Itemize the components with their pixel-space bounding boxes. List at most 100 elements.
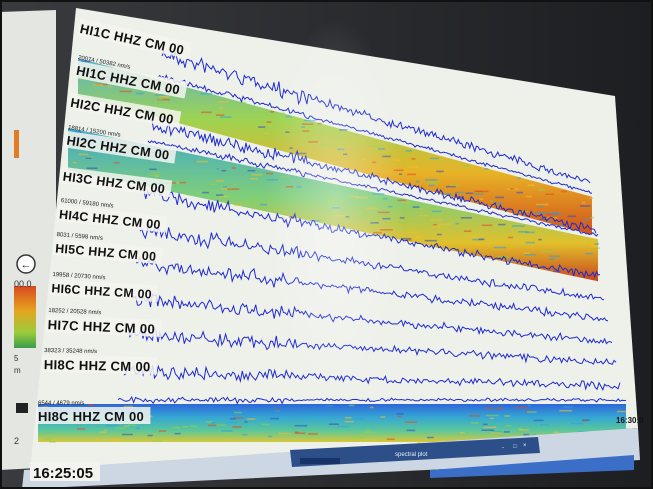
- spectrogram-speck: [405, 150, 412, 152]
- spectrogram-speck: [119, 90, 132, 93]
- spectrogram-speck: [499, 208, 512, 210]
- spectrogram-speck: [189, 425, 199, 428]
- spectrogram-speck: [155, 175, 160, 177]
- spectrogram-speck: [474, 193, 484, 195]
- side-color-scale: [14, 286, 36, 348]
- spectrogram-speck: [498, 223, 506, 226]
- spectrogram-speck: [429, 157, 439, 160]
- spectrogram-speck: [527, 411, 537, 413]
- spectrogram-speck: [436, 233, 442, 236]
- spectrogram-speck: [478, 238, 485, 241]
- spectrogram-speck: [105, 424, 118, 427]
- spectrogram-speck: [525, 195, 532, 198]
- spectrogram-speck: [234, 204, 242, 207]
- spectrogram-speck: [208, 183, 217, 186]
- time-right: 16:30:0: [616, 416, 644, 425]
- taskbar-maximize[interactable]: □: [513, 444, 517, 450]
- taskbar-minimize[interactable]: -: [502, 445, 504, 451]
- channel-label: HI6C HHZ CM 00: [51, 281, 152, 301]
- spectrogram-speck: [561, 190, 567, 193]
- spectrogram-speck: [475, 190, 489, 193]
- spectrogram-speck: [202, 191, 209, 194]
- spectrogram-speck: [278, 432, 291, 435]
- spectrogram-speck: [504, 415, 511, 417]
- spectrogram-speck: [419, 214, 428, 217]
- spectrogram-speck: [489, 200, 494, 202]
- spectrogram-speck: [85, 157, 92, 159]
- spectrogram-speck: [196, 160, 208, 163]
- spectrogram-speck: [426, 183, 439, 185]
- spectrogram-speck: [584, 252, 594, 255]
- channel-label-bg: [45, 314, 163, 337]
- spectrogram-speck: [294, 424, 308, 427]
- spectrogram-speck: [523, 433, 530, 436]
- spectrogram-speck: [370, 406, 374, 409]
- spectrogram-speck: [215, 180, 224, 182]
- spectrogram-speck: [433, 223, 437, 226]
- spectrogram-speck: [553, 270, 561, 273]
- spectrogram-speck: [225, 421, 237, 424]
- spectrogram-speck: [264, 135, 269, 137]
- spectrogram-speck: [484, 168, 489, 170]
- spectrogram-speck: [397, 415, 402, 418]
- taskbar-close[interactable]: ×: [523, 443, 527, 449]
- spectrogram-speck: [250, 200, 256, 203]
- spectrogram-speck: [546, 213, 559, 216]
- spectrogram-speck: [517, 427, 523, 430]
- time-badge-left: [30, 462, 100, 481]
- spectrogram-speck: [233, 417, 244, 419]
- channel-row: HI8C HHZ CM 00 38323 / 35248 nm/s: [41, 348, 621, 391]
- spectrogram-speck: [113, 162, 120, 164]
- spectrogram-speck: [294, 432, 306, 434]
- spectrogram-speck: [456, 191, 464, 194]
- spectrogram-speck: [484, 407, 493, 410]
- spectrogram-speck: [295, 431, 300, 433]
- spectrogram-speck: [123, 405, 133, 408]
- channel-row: HI8C HHZ CM 00 6544 / 4679 nm/s: [36, 395, 627, 444]
- amplitude-readout: 6544 / 4679 nm/s: [38, 401, 84, 407]
- spectrogram-speck: [525, 231, 535, 234]
- spectrogram-speck: [594, 243, 600, 245]
- spectrogram-speck: [459, 432, 465, 434]
- taskbar-window[interactable]: [290, 437, 540, 467]
- spectrogram-speck: [99, 431, 107, 434]
- channel-label-bg: [49, 278, 159, 302]
- spectrogram-speck: [124, 425, 129, 428]
- back-arrow-icon[interactable]: [16, 254, 36, 274]
- spectrogram-speck: [136, 92, 144, 95]
- spectrogram-speck: [246, 418, 256, 420]
- spectrogram-speck: [221, 169, 227, 172]
- spectrogram-speck: [552, 213, 562, 215]
- amplitude-readout: 8031 / 5598 nm/s: [56, 232, 103, 242]
- spectrogram-speck: [345, 416, 352, 419]
- amplitude-readout: 38323 / 35248 nm/s: [44, 348, 97, 355]
- spectrogram-speck: [424, 239, 437, 242]
- spectrogram-speck: [441, 193, 453, 195]
- spectrogram-speck: [235, 101, 246, 104]
- channel-label-bg: [52, 238, 163, 265]
- spectrogram-speck: [515, 406, 529, 409]
- spectrogram-speck: [411, 158, 416, 160]
- side-unit: m: [14, 366, 21, 375]
- spectrogram-speck: [275, 408, 279, 410]
- spectrogram-speck: [481, 224, 493, 227]
- spectrogram-speck: [221, 430, 233, 432]
- side-value: 00.0: [14, 279, 32, 289]
- channel-label-bg: [36, 407, 151, 424]
- spectrogram-speck: [407, 166, 419, 168]
- spectrogram-speck: [549, 258, 555, 260]
- spectrogram-speck: [524, 254, 536, 256]
- spectrogram-speck: [270, 417, 279, 420]
- spectrogram-speck: [533, 212, 546, 214]
- spectrogram-speck: [159, 96, 170, 98]
- spectrogram-speck: [328, 423, 340, 425]
- amplitude-readout: 18252 / 20528 nm/s: [48, 308, 101, 316]
- spectrogram-speck: [78, 153, 89, 156]
- spectrogram-speck: [579, 205, 591, 207]
- amplitude-readout: 61000 / 59180 nm/s: [60, 198, 113, 210]
- spectrogram-speck: [182, 426, 189, 428]
- spectrogram-speck: [147, 434, 153, 437]
- side-stop-button[interactable]: [16, 403, 28, 413]
- spectrogram-speck: [490, 432, 502, 434]
